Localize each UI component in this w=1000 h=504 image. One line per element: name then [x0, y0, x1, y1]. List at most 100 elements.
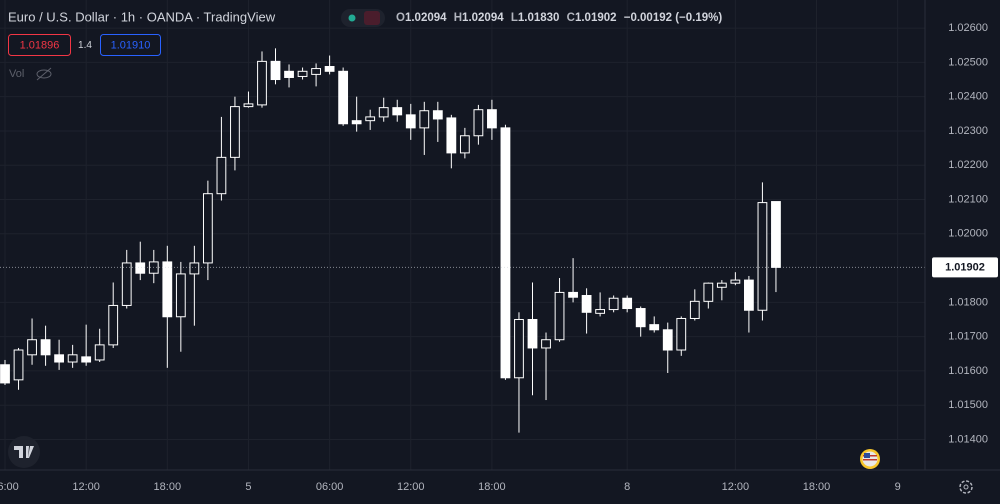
- ohlc-legend: O1.02094 H1.02094 L1.01830 C1.01902 −0.0…: [396, 12, 722, 24]
- x-tick-label: 18:00: [154, 481, 182, 493]
- candle-body: [378, 107, 389, 118]
- ohlc-label: C: [567, 12, 575, 24]
- candle-body: [243, 103, 254, 108]
- indicator-toggle[interactable]: [341, 9, 385, 27]
- ohlc-value: 1.01902: [575, 12, 617, 24]
- y-tick-label: 1.01500: [948, 399, 988, 411]
- flag-icon: [860, 449, 880, 469]
- candle-body: [54, 354, 65, 363]
- candle-body: [744, 279, 754, 311]
- ohlc-value: 1.02094: [405, 12, 447, 24]
- candle-body: [0, 364, 10, 384]
- candle-body: [270, 60, 281, 81]
- y-tick-label: 1.02300: [948, 125, 988, 137]
- candle-body: [405, 114, 416, 129]
- candle-body: [94, 344, 105, 361]
- logo-bg: [8, 436, 40, 468]
- candle-body: [527, 319, 538, 349]
- y-tick-label: 1.01400: [948, 433, 988, 445]
- status-dot: [348, 14, 356, 22]
- last-price-label: 1.01902: [945, 261, 985, 273]
- candle-body: [649, 324, 660, 331]
- candle-body: [635, 308, 646, 328]
- candle-body: [689, 300, 700, 319]
- ohlc-label: H: [454, 12, 462, 24]
- y-tick-label: 1.02000: [948, 228, 988, 240]
- candle-body: [771, 201, 781, 268]
- sell-box: [8, 34, 71, 56]
- candle-body: [202, 193, 213, 264]
- buy-button[interactable]: 1.01910: [100, 34, 161, 56]
- candle-body: [595, 309, 606, 314]
- candle-body: [135, 262, 146, 274]
- ohlc-value: 1.01830: [518, 12, 560, 24]
- last-price-tag: [932, 257, 998, 278]
- y-tick-label: 1.02500: [948, 56, 988, 68]
- flag-canton: [864, 453, 870, 458]
- candle-body: [554, 291, 565, 341]
- buy-price: 1.01910: [111, 39, 151, 51]
- candle-body: [365, 116, 376, 122]
- candle-body: [487, 109, 497, 129]
- candle-body: [459, 135, 470, 154]
- tv-logo[interactable]: [8, 436, 40, 468]
- flag-stripe: [863, 459, 877, 461]
- candle-body: [716, 282, 727, 288]
- y-tick-label: 1.01600: [948, 365, 988, 377]
- candle-body: [473, 109, 484, 137]
- buy-box: [100, 34, 161, 56]
- hide-icon[interactable]: [36, 67, 52, 81]
- toggle-icon: [364, 11, 380, 25]
- candle-body: [189, 262, 200, 275]
- candle-body: [730, 279, 741, 284]
- sell-price: 1.01896: [20, 39, 60, 51]
- ohlc-value: 1.02094: [462, 12, 504, 24]
- spread: 1.4: [78, 40, 92, 51]
- candle-body: [216, 156, 227, 195]
- x-tick-label: 12:00: [397, 481, 425, 493]
- candle-body: [392, 107, 403, 116]
- volume-label: Vol: [9, 68, 24, 80]
- settings-button[interactable]: [959, 480, 973, 494]
- candle-body: [662, 329, 673, 351]
- candle-body: [676, 317, 687, 351]
- candle-body: [81, 356, 92, 363]
- y-tick-label: 1.02200: [948, 159, 988, 171]
- x-tick-label: 18:00: [803, 481, 831, 493]
- candle-body: [514, 319, 524, 379]
- candle-body: [419, 110, 430, 129]
- candle-body: [40, 339, 51, 356]
- slash: [36, 67, 52, 81]
- change: −0.00192 (−0.19%): [624, 12, 723, 24]
- candle-body: [351, 120, 362, 125]
- x-tick-label: 9: [895, 481, 901, 493]
- candle-body: [257, 60, 267, 106]
- candle-body: [284, 70, 294, 78]
- x-tick-label: 06:00: [0, 481, 19, 493]
- x-tick-label: 12:00: [72, 481, 100, 493]
- eye: [36, 69, 52, 79]
- candle-body: [622, 297, 633, 310]
- y-tick-label: 1.01700: [948, 331, 988, 343]
- x-tick-label: 8: [624, 481, 630, 493]
- y-tick-label: 1.01800: [948, 296, 988, 308]
- candle-body: [27, 339, 37, 356]
- candle-body: [446, 117, 457, 154]
- y-tick-label: 1.02100: [948, 193, 988, 205]
- ohlc-label: L: [511, 12, 518, 24]
- sell-button[interactable]: 1.01896: [8, 34, 71, 56]
- candle-body: [67, 354, 78, 363]
- plot: [0, 48, 925, 433]
- candle-body: [230, 106, 240, 158]
- candle-body: [432, 110, 443, 120]
- logo-mark: [14, 446, 34, 458]
- x-tick-label: 06:00: [316, 481, 344, 493]
- gear-hub: [963, 484, 969, 490]
- candle-body: [13, 349, 24, 381]
- y-tick-label: 1.02400: [948, 91, 988, 103]
- candle-body: [297, 70, 308, 77]
- candle-body: [568, 291, 578, 298]
- candle-body: [108, 304, 119, 346]
